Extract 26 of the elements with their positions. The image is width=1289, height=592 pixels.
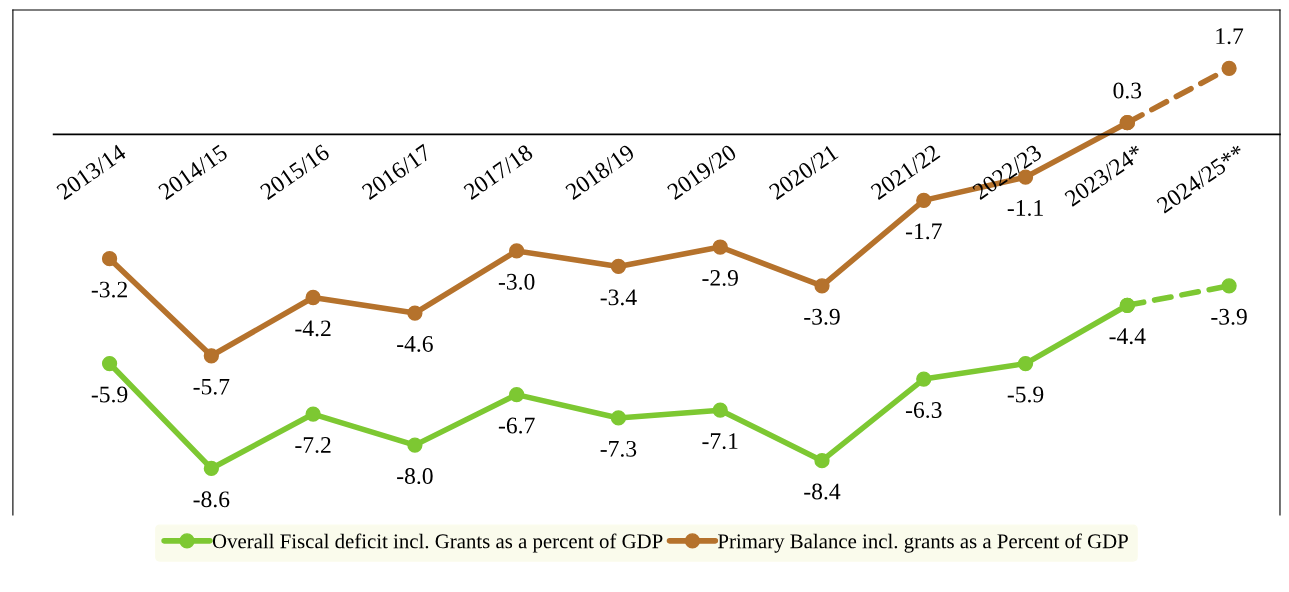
data-label: -7.2 (295, 437, 331, 453)
data-label: -4.2 (295, 320, 331, 337)
legend-label: Overall Fiscal deficit incl. Grants as a percent of GDP (212, 533, 663, 553)
data-label: -8.4 (804, 483, 841, 500)
data-label: -5.9 (91, 386, 128, 403)
data-label: -3.0 (498, 273, 535, 290)
data-label: -3.4 (600, 289, 637, 306)
data-label: -3.9 (1211, 308, 1247, 325)
data-label: -8.6 (193, 491, 230, 508)
data-label: 1.7 (1216, 28, 1244, 45)
data-label: -1.1 (1007, 200, 1043, 217)
data-label: -8.0 (397, 468, 433, 485)
data-label: -5.9 (1007, 386, 1044, 403)
data-label: -3.2 (91, 281, 127, 298)
data-label: -5.7 (193, 378, 230, 395)
data-label: -3.9 (804, 308, 840, 325)
data-label: -7.3 (600, 440, 637, 457)
data-label: -7.1 (702, 433, 738, 450)
legend-label: Primary Balance incl. grants as a Percent of GDP (718, 533, 1128, 553)
data-label: -4.4 (1109, 328, 1146, 345)
data-label: -4.6 (397, 336, 433, 352)
data-label: -6.7 (498, 417, 535, 434)
data-label: -6.3 (905, 402, 942, 419)
data-label: -2.9 (702, 269, 738, 286)
data-label: 0.3 (1113, 82, 1142, 99)
data-label: -1.7 (905, 223, 942, 240)
